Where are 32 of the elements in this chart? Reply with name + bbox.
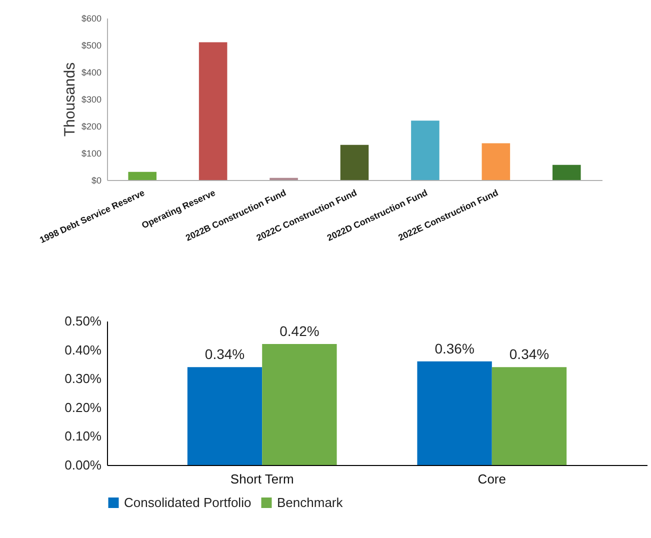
data-label: 0.34% bbox=[509, 346, 550, 362]
data-label: 0.36% bbox=[434, 340, 474, 356]
y-tick-label: $300 bbox=[81, 94, 102, 104]
x-tick-label: Short Term bbox=[230, 472, 294, 486]
bar bbox=[187, 367, 262, 465]
y-tick-label: 0.00% bbox=[64, 458, 102, 472]
y-tick-label: 0.30% bbox=[64, 371, 102, 386]
bar bbox=[262, 344, 337, 465]
y-tick-label: $600 bbox=[81, 14, 102, 24]
y-tick-label: $400 bbox=[81, 68, 102, 78]
y-tick-label: $100 bbox=[81, 148, 102, 158]
bar bbox=[482, 143, 510, 180]
bar bbox=[417, 361, 492, 465]
bar bbox=[552, 164, 581, 180]
legend-label: Consolidated Portfolio bbox=[124, 494, 252, 510]
bar bbox=[198, 42, 228, 180]
y-tick-label: 0.50% bbox=[64, 314, 102, 328]
bar bbox=[492, 367, 567, 465]
bar bbox=[411, 120, 440, 180]
y-tick-label: 0.10% bbox=[64, 428, 102, 444]
y-tick-label: 0.20% bbox=[64, 400, 102, 415]
legend-label: Benchmark bbox=[277, 494, 344, 510]
bar bbox=[128, 172, 156, 180]
y-tick-label: $200 bbox=[81, 122, 102, 132]
y-axis-title: Thousands bbox=[61, 62, 78, 137]
data-label: 0.42% bbox=[280, 323, 320, 340]
y-tick-label: 0.40% bbox=[64, 342, 102, 358]
x-tick-label: Core bbox=[478, 472, 506, 486]
bar bbox=[340, 144, 369, 180]
y-tick-label: $0 bbox=[91, 176, 102, 186]
y-tick-label: $500 bbox=[81, 40, 102, 50]
data-label: 0.34% bbox=[204, 346, 245, 362]
